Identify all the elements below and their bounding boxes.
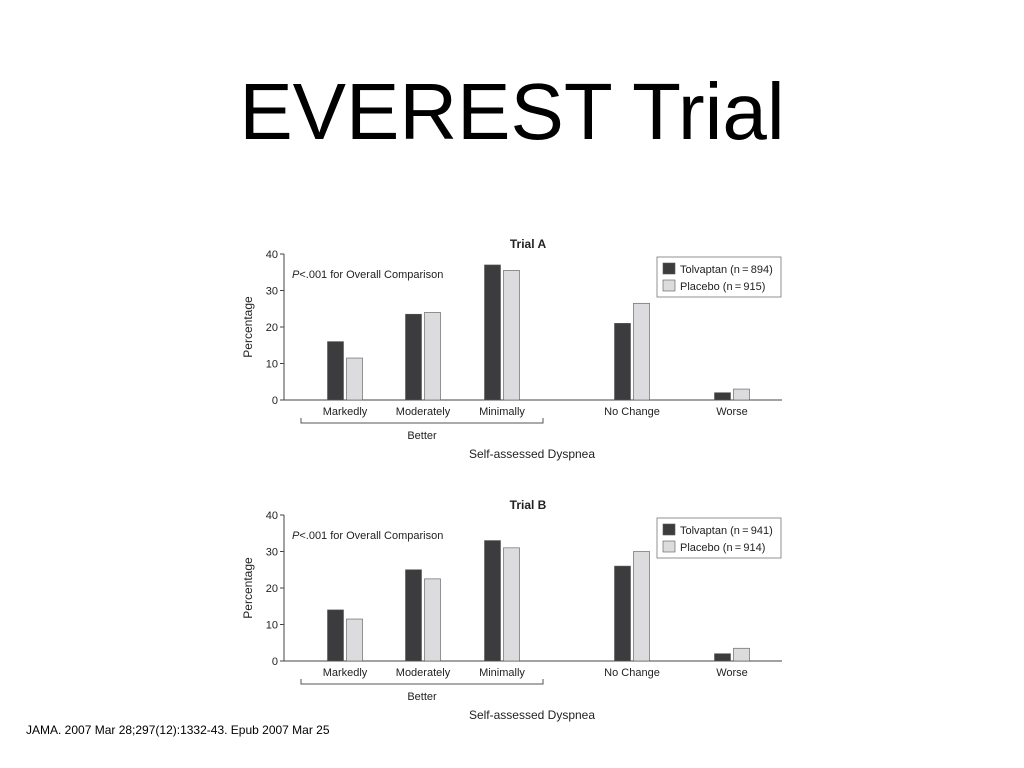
legend-label-placebo: Placebo (n = 914) xyxy=(680,542,765,554)
bar-tolvaptan xyxy=(484,540,501,662)
bar-placebo xyxy=(733,388,750,401)
bar-tolvaptan xyxy=(327,341,344,401)
y-tick-label: 0 xyxy=(272,656,278,668)
legend-swatch-tolvaptan xyxy=(662,262,676,275)
x-category-label: Markedly xyxy=(323,667,368,679)
y-tick-label: 40 xyxy=(266,249,278,261)
x-category-label: No Change xyxy=(604,667,660,679)
bar-placebo xyxy=(346,618,363,662)
x-category-label: No Change xyxy=(604,406,660,418)
x-axis-label: Self-assessed Dyspnea xyxy=(469,708,595,722)
x-axis-label: Self-assessed Dyspnea xyxy=(469,447,595,461)
legend-swatch-tolvaptan xyxy=(662,523,676,536)
x-category-label: Moderately xyxy=(396,667,451,679)
bar-placebo xyxy=(424,312,441,401)
chart-title: Trial A xyxy=(510,237,547,251)
legend-label-placebo: Placebo (n = 915) xyxy=(680,281,765,293)
bar-placebo xyxy=(733,647,750,662)
y-tick-label: 30 xyxy=(266,547,278,559)
bar-placebo xyxy=(503,547,520,662)
x-category-label: Moderately xyxy=(396,406,451,418)
legend-label-tolvaptan: Tolvaptan (n = 941) xyxy=(680,525,773,537)
bar-tolvaptan xyxy=(714,392,731,401)
bar-tolvaptan xyxy=(405,569,422,662)
y-axis-label: Percentage xyxy=(241,296,255,358)
legend-swatch-placebo xyxy=(662,540,676,553)
x-category-label: Minimally xyxy=(479,406,525,418)
bar-tolvaptan xyxy=(614,323,631,401)
y-tick-label: 0 xyxy=(272,395,278,407)
x-category-label: Minimally xyxy=(479,667,525,679)
x-category-label: Worse xyxy=(716,667,748,679)
better-group-label: Better xyxy=(407,691,437,703)
legend-box xyxy=(656,256,782,298)
chart-trial-a: Trial A 0 10 20 30 40 Percentage P<.001 for Ove… xyxy=(241,237,782,461)
y-tick-label: 30 xyxy=(266,286,278,298)
bar-placebo xyxy=(424,578,441,662)
citation: JAMA. 2007 Mar 28;297(12):1332-43. Epub … xyxy=(26,723,330,737)
y-axis-label: Percentage xyxy=(241,557,255,619)
y-tick-label: 20 xyxy=(266,322,278,334)
y-tick-label: 40 xyxy=(266,510,278,522)
chart-title: Trial B xyxy=(510,498,547,512)
x-category-label: Markedly xyxy=(323,406,368,418)
bar-placebo xyxy=(346,357,363,401)
chart-trial-b: Trial B 0 10 20 30 40 Percentage P<.001 for Ove… xyxy=(241,498,782,722)
better-bracket xyxy=(300,418,544,424)
better-group-label: Better xyxy=(407,430,437,442)
better-bracket xyxy=(300,679,544,685)
bar-tolvaptan xyxy=(714,653,731,662)
bar-tolvaptan xyxy=(484,264,501,401)
y-tick-label: 20 xyxy=(266,583,278,595)
slide-title: EVEREST Trial xyxy=(239,67,785,156)
y-tick-label: 10 xyxy=(266,620,278,632)
legend-label-tolvaptan: Tolvaptan (n = 894) xyxy=(680,264,773,276)
x-category-label: Worse xyxy=(716,406,748,418)
legend-box xyxy=(656,517,782,559)
p-value-annotation: P<.001 for Overall Comparison xyxy=(292,269,443,281)
p-value-annotation: P<.001 for Overall Comparison xyxy=(292,530,443,542)
bar-tolvaptan xyxy=(327,609,344,662)
bar-placebo xyxy=(633,551,650,662)
legend-swatch-placebo xyxy=(662,279,676,292)
bar-tolvaptan xyxy=(614,565,631,662)
bar-placebo xyxy=(503,270,520,401)
y-tick-label: 10 xyxy=(266,359,278,371)
bar-tolvaptan xyxy=(405,313,422,401)
bar-placebo xyxy=(633,302,650,401)
